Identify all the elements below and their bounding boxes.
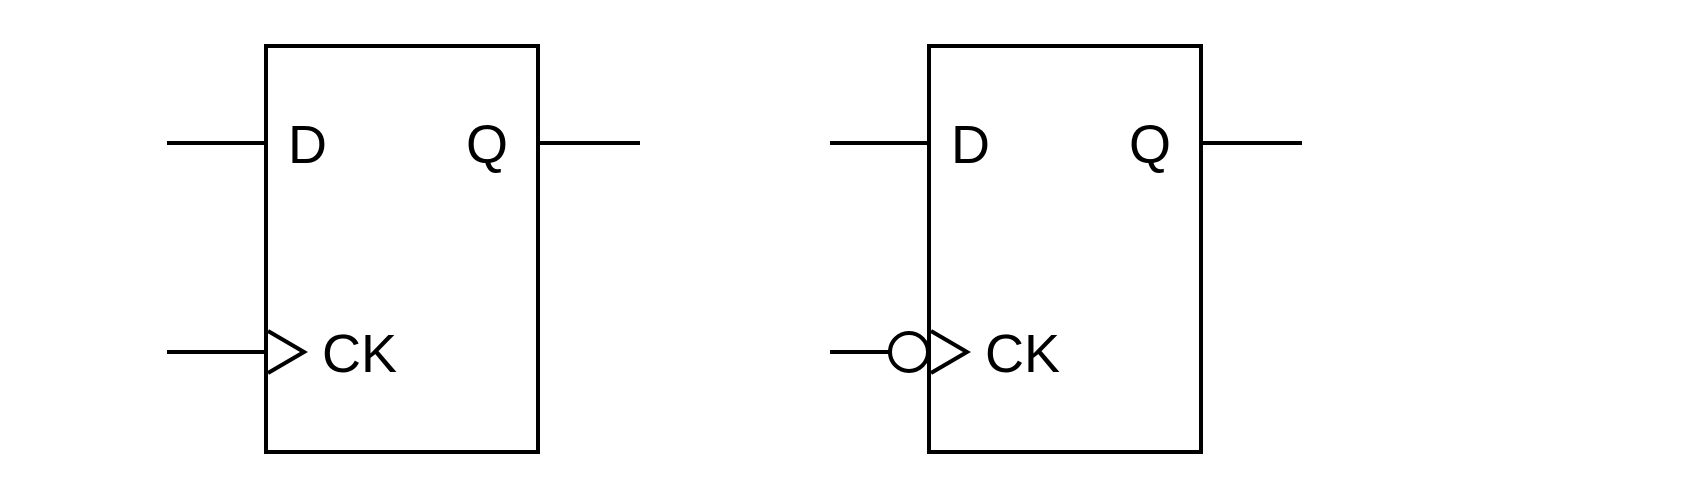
clock-edge-triangle-icon (929, 329, 971, 375)
clock-edge-triangle-icon (266, 329, 308, 375)
flip-flop-rising-edge: D Q CK (167, 44, 640, 454)
d-pin-label: D (288, 115, 327, 175)
q-pin-label: Q (1129, 115, 1171, 175)
ck-pin-label: CK (322, 324, 397, 384)
q-pin-label: Q (466, 115, 508, 175)
flip-flop-body (264, 44, 540, 454)
d-pin-label: D (951, 115, 990, 175)
flip-flop-falling-edge: D Q CK (830, 44, 1302, 454)
ck-pin-label: CK (985, 324, 1060, 384)
flip-flop-body (927, 44, 1203, 454)
clock-inversion-bubble-icon (888, 331, 930, 373)
